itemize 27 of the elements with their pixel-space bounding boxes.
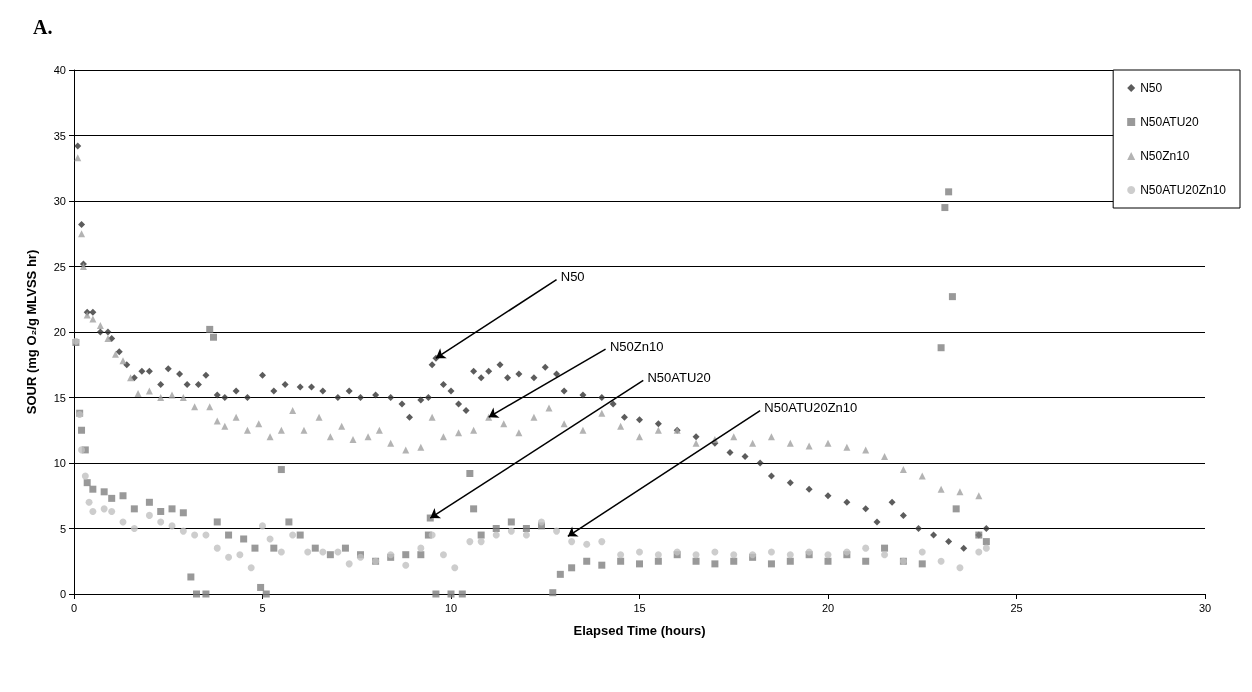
y-axis-title: SOUR (mg O₂/g MLVSS hr) [24, 249, 39, 415]
y-tick-label: 10 [53, 457, 66, 469]
x-tick-label: 15 [633, 601, 646, 614]
x-axis-title: Elapsed Time (hours) [573, 623, 706, 638]
x-tick-label: 10 [444, 601, 458, 614]
annotation: N50ATU20Zn10 [764, 400, 858, 416]
y-tick-label: 25 [53, 260, 66, 273]
annotation: N50Zn10 [609, 339, 664, 355]
annotation: N50 [560, 269, 585, 285]
y-tick-label: 5 [59, 522, 66, 535]
legend-label: N50Zn10 [1140, 149, 1190, 163]
x-tick-label: 30 [1198, 601, 1212, 614]
annotation: N50ATU20 [647, 370, 711, 386]
x-tick-label: 5 [259, 601, 266, 614]
y-tick-label: 20 [53, 326, 66, 338]
legend-label: N50ATU20Zn10 [1140, 183, 1227, 197]
x-tick-label: 20 [821, 601, 835, 614]
x-tick-label: 0 [70, 601, 78, 614]
y-tick-label: 40 [53, 64, 66, 76]
y-tick-label: 30 [53, 195, 66, 207]
chart-title: A. [33, 16, 53, 38]
y-tick-label: 35 [53, 129, 66, 142]
legend-label: N50ATU20 [1140, 115, 1199, 129]
x-tick-label: 25 [1010, 601, 1023, 614]
y-tick-label: 15 [53, 391, 66, 404]
y-tick-label: 0 [59, 588, 66, 600]
legend-label: N50 [1140, 81, 1163, 95]
